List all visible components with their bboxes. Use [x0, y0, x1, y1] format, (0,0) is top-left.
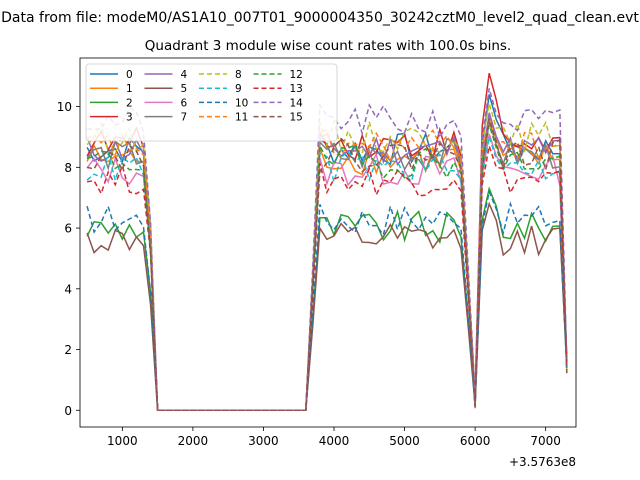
x-tick-label: 4000 [319, 434, 350, 448]
y-tick-label: 2 [64, 343, 72, 357]
plot-frame [79, 57, 577, 428]
x-tick-label: 6000 [460, 434, 491, 448]
legend-label: 13 [290, 83, 303, 95]
y-axis: 0 2 4 6 8 10 [57, 100, 80, 418]
chart-title: Quadrant 3 module wise count rates with … [145, 38, 511, 54]
y-tick-label: 4 [64, 282, 72, 296]
series-line-9 [86, 136, 568, 412]
series-layer [86, 73, 568, 412]
legend-label: 10 [235, 97, 248, 109]
legend-label: 5 [181, 83, 188, 95]
legend-label: 12 [290, 69, 303, 81]
legend-label: 0 [126, 69, 133, 81]
legend-label: 3 [126, 112, 133, 124]
y-tick-label: 6 [64, 222, 72, 236]
x-tick-label: 3000 [248, 434, 279, 448]
series-line-15 [86, 118, 568, 412]
legend-label: 4 [181, 69, 188, 81]
legend-label: 9 [235, 83, 242, 95]
y-tick-label: 0 [64, 404, 72, 418]
x-tick-label: 5000 [389, 434, 420, 448]
legend-label: 2 [126, 97, 133, 109]
legend-label: 7 [181, 112, 188, 124]
y-tick-label: 10 [57, 100, 72, 114]
legend-label: 1 [126, 83, 133, 95]
y-tick-label: 8 [64, 161, 72, 175]
x-tick-label: 7000 [530, 434, 561, 448]
x-axis-offset-label: +3.5763e8 [509, 455, 576, 469]
legend-label: 11 [235, 112, 248, 124]
x-tick-label: 1000 [107, 434, 138, 448]
legend-label: 14 [290, 97, 304, 109]
x-axis: 1000 2000 3000 4000 5000 6000 7000 [107, 427, 561, 448]
legend-label: 6 [181, 97, 188, 109]
series-line-14 [87, 88, 568, 412]
series-line-13 [87, 145, 568, 412]
x-tick-label: 2000 [178, 434, 209, 448]
legend-label: 8 [235, 69, 242, 81]
legend-label: 15 [290, 112, 303, 124]
figure-suptitle: Data from file: modeM0/AS1A10_007T01_900… [1, 10, 639, 26]
